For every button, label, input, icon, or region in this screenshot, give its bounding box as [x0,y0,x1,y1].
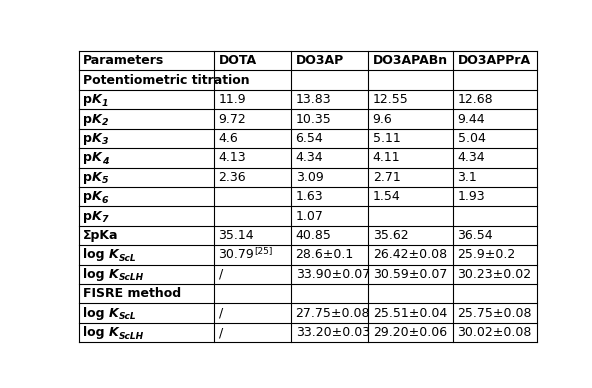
Text: p: p [83,210,92,223]
Text: ScLH: ScLH [118,274,144,282]
Text: 36.54: 36.54 [458,229,493,242]
Text: ScLH: ScLH [118,332,144,341]
Text: 4.34: 4.34 [458,151,485,165]
Text: 1.93: 1.93 [458,190,485,203]
Text: 7: 7 [102,215,108,224]
Text: 30.59±0.07: 30.59±0.07 [373,268,447,281]
Text: K: K [109,248,118,262]
Text: 1.54: 1.54 [373,190,400,203]
Text: log: log [83,326,109,339]
Text: 1.63: 1.63 [295,190,323,203]
Text: 5.04: 5.04 [458,132,485,145]
Text: K: K [92,210,102,223]
Text: 9.72: 9.72 [218,113,246,125]
Text: ΣpKa: ΣpKa [83,229,118,242]
Text: 25.51±0.04: 25.51±0.04 [373,307,447,320]
Text: /: / [218,326,223,339]
Text: K: K [92,171,102,184]
Text: K: K [92,113,102,125]
Text: 27.75±0.08: 27.75±0.08 [295,307,370,320]
Text: K: K [92,151,102,165]
Text: 6: 6 [102,196,108,205]
Text: p: p [83,190,92,203]
Text: DO3APABn: DO3APABn [373,54,448,67]
Text: p: p [83,151,92,165]
Text: log: log [83,307,109,320]
Text: 2.36: 2.36 [218,171,246,184]
Text: 3: 3 [102,137,108,146]
Text: FISRE method: FISRE method [83,287,181,300]
Text: /: / [218,307,223,320]
Text: 3.09: 3.09 [295,171,323,184]
Text: 10.35: 10.35 [295,113,332,125]
Text: 4.6: 4.6 [218,132,238,145]
Text: DO3AP: DO3AP [295,54,344,67]
Text: /: / [218,268,223,281]
Text: Parameters: Parameters [83,54,165,67]
Text: 4.13: 4.13 [218,151,246,165]
Text: log: log [83,248,109,262]
Text: DO3APPrA: DO3APPrA [458,54,530,67]
Text: 25.9±0.2: 25.9±0.2 [458,248,516,262]
Text: p: p [83,132,92,145]
Text: 5: 5 [102,176,108,185]
Text: 9.6: 9.6 [373,113,392,125]
Text: 4.34: 4.34 [295,151,323,165]
Text: K: K [109,268,118,281]
Text: DOTA: DOTA [218,54,257,67]
Text: 12.68: 12.68 [458,93,493,106]
Text: 11.9: 11.9 [218,93,246,106]
Text: K: K [92,190,102,203]
Text: 3.1: 3.1 [458,171,477,184]
Text: p: p [83,93,92,106]
Text: K: K [92,132,102,145]
Text: 25.75±0.08: 25.75±0.08 [458,307,532,320]
Text: ScL: ScL [118,312,136,321]
Text: 29.20±0.06: 29.20±0.06 [373,326,447,339]
Text: 1: 1 [102,99,108,107]
Text: 2: 2 [102,118,108,127]
Text: 30.23±0.02: 30.23±0.02 [458,268,532,281]
Text: ScL: ScL [118,254,136,263]
Text: p: p [83,171,92,184]
Text: 35.62: 35.62 [373,229,408,242]
Text: 35.14: 35.14 [218,229,254,242]
Text: K: K [92,93,102,106]
Text: K: K [109,307,118,320]
Text: log: log [83,268,109,281]
Text: 9.44: 9.44 [458,113,485,125]
Text: p: p [83,113,92,125]
Text: 33.20±0.03: 33.20±0.03 [295,326,370,339]
Text: Potentiometric titration: Potentiometric titration [83,74,250,87]
Text: 28.6±0.1: 28.6±0.1 [295,248,354,262]
Text: 33.90±0.07: 33.90±0.07 [295,268,370,281]
Text: 5.11: 5.11 [373,132,400,145]
Text: [25]: [25] [255,246,273,255]
Text: 30.02±0.08: 30.02±0.08 [458,326,532,339]
Text: 12.55: 12.55 [373,93,408,106]
Text: 26.42±0.08: 26.42±0.08 [373,248,447,262]
Text: 1.07: 1.07 [295,210,323,223]
Text: K: K [109,326,118,339]
Text: 4.11: 4.11 [373,151,400,165]
Text: 2.71: 2.71 [373,171,400,184]
Text: 13.83: 13.83 [295,93,332,106]
Text: 30.79: 30.79 [218,248,255,262]
Text: 40.85: 40.85 [295,229,332,242]
Text: 6.54: 6.54 [295,132,323,145]
Text: 4: 4 [102,157,108,166]
